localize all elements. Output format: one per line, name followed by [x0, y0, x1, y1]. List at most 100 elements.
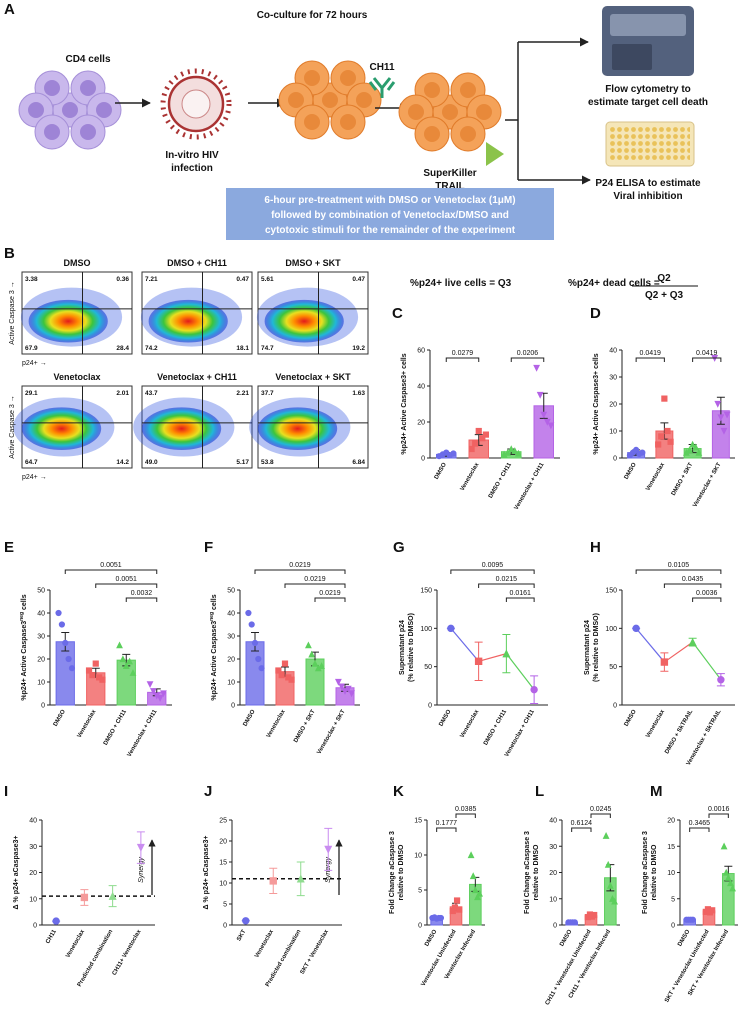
data-point	[507, 445, 515, 453]
y-tick-label: 0	[428, 703, 432, 710]
quadrant-value: 7.21	[145, 276, 158, 283]
panel-label: F	[204, 539, 213, 556]
x-axis-title: p24+ →	[22, 474, 47, 481]
data-point	[686, 446, 693, 453]
data-point	[437, 914, 445, 922]
comparison-bracket	[708, 813, 729, 818]
mean-marker	[688, 637, 697, 646]
mean-marker	[660, 658, 669, 666]
quadrant-value: 74.7	[261, 345, 274, 352]
data-point	[344, 685, 352, 693]
x-tick-label: Venetoclax	[254, 928, 275, 959]
formula: Q2	[657, 273, 671, 284]
y-tick-label: 40	[549, 818, 557, 825]
y-tick-label: 10	[29, 896, 37, 903]
data-point	[122, 662, 130, 669]
data-point	[543, 418, 551, 426]
y-tick-label: 150	[605, 588, 617, 595]
data-point	[85, 667, 93, 674]
annotation: Synergy	[138, 857, 145, 883]
y-tick-label: 50	[227, 588, 235, 595]
data-point	[318, 662, 326, 669]
p-value: 0.0161	[510, 590, 532, 597]
panel-label: H	[590, 539, 601, 556]
p-value: 0.0219	[319, 590, 341, 597]
density	[28, 299, 108, 343]
p-value: 0.0206	[517, 350, 539, 357]
data-point	[456, 906, 463, 913]
plot-title: Venetoclax	[53, 372, 100, 382]
y-axis-title: relative to DMSO	[533, 844, 540, 901]
mean-marker	[108, 891, 117, 900]
panel-label: M	[650, 783, 663, 800]
quadrant-value: 0.47	[352, 276, 365, 283]
p-value: 0.0215	[496, 576, 518, 583]
x-tick-label: DMSO + CH11	[103, 708, 128, 746]
data-point	[308, 650, 316, 658]
y-tick-label: 40	[29, 818, 37, 825]
data-point	[533, 364, 541, 372]
y-tick-label: 40	[609, 348, 617, 355]
x-tick-label: SKT + Venetoclax	[300, 928, 331, 975]
line-segment	[505, 653, 535, 691]
data-point	[334, 678, 342, 686]
label: TRAIL	[435, 181, 464, 192]
comparison-bracket	[635, 569, 722, 574]
data-point	[720, 427, 728, 435]
panel-label: J	[204, 783, 212, 800]
data-point	[475, 427, 482, 435]
infected-cells	[278, 60, 382, 140]
comparison-bracket	[254, 569, 346, 574]
comparison-bracket	[284, 583, 346, 588]
x-tick-label: DMSO + CH11	[483, 708, 508, 746]
data-point	[65, 655, 72, 663]
y-tick-label: 5	[223, 902, 227, 909]
y-axis-title: Fold Change aCaspase 3	[389, 831, 396, 914]
mean-marker	[324, 845, 333, 854]
data-point	[723, 411, 731, 419]
data-point	[717, 414, 725, 422]
y-tick-label: 30	[549, 844, 557, 851]
p-value: 0.0245	[590, 806, 612, 813]
y-tick-label: 0	[671, 923, 675, 930]
plot-title: DMSO + CH11	[167, 258, 227, 268]
p-value: 0.0051	[100, 562, 122, 569]
panel-label: C	[392, 305, 403, 322]
y-tick-label: 100	[605, 626, 617, 633]
x-tick-label: DMSO	[438, 709, 452, 728]
plot-title: Venetoclax + CH11	[157, 372, 237, 382]
x-tick-label: Venetoclax + SkTRAIL	[686, 709, 723, 767]
data-point	[160, 690, 167, 698]
data-point	[275, 667, 282, 674]
panel-label: D	[590, 305, 601, 322]
quadrant-value: 0.36	[116, 276, 129, 283]
y-axis-title: Active Caspase 3 →	[9, 281, 16, 344]
label: followed by combination of Venetoclax/DM…	[271, 210, 509, 221]
data-point	[547, 422, 555, 430]
label: CD4 cells	[65, 54, 110, 65]
y-tick-label: 30	[609, 375, 617, 382]
comparison-bracket	[689, 827, 710, 832]
mean-marker	[717, 676, 725, 684]
y-tick-label: 10	[227, 680, 235, 687]
p-value: 0.3465	[689, 820, 711, 827]
data-point	[727, 879, 734, 887]
x-tick-label: Venetoclax	[266, 708, 287, 739]
y-axis-title: (% relative to DMSO)	[408, 613, 415, 682]
quadrant-value: 64.7	[25, 459, 38, 466]
p-value: 0.0219	[304, 576, 326, 583]
y-tick-label: 15	[667, 844, 675, 851]
p-value: 0.0385	[455, 806, 477, 813]
comparison-bracket	[125, 597, 158, 602]
data-point	[722, 868, 730, 876]
data-point	[639, 449, 646, 456]
comparison-bracket	[64, 569, 158, 574]
y-tick-label: 0	[421, 456, 425, 463]
x-tick-label: SKT	[236, 929, 247, 943]
y-tick-label: 50	[424, 664, 432, 671]
x-tick-label: Venetoclax	[645, 708, 666, 739]
y-axis-title: (% relative to DMSO)	[593, 613, 600, 682]
y-tick-label: 20	[667, 818, 675, 825]
data-point	[311, 659, 319, 667]
